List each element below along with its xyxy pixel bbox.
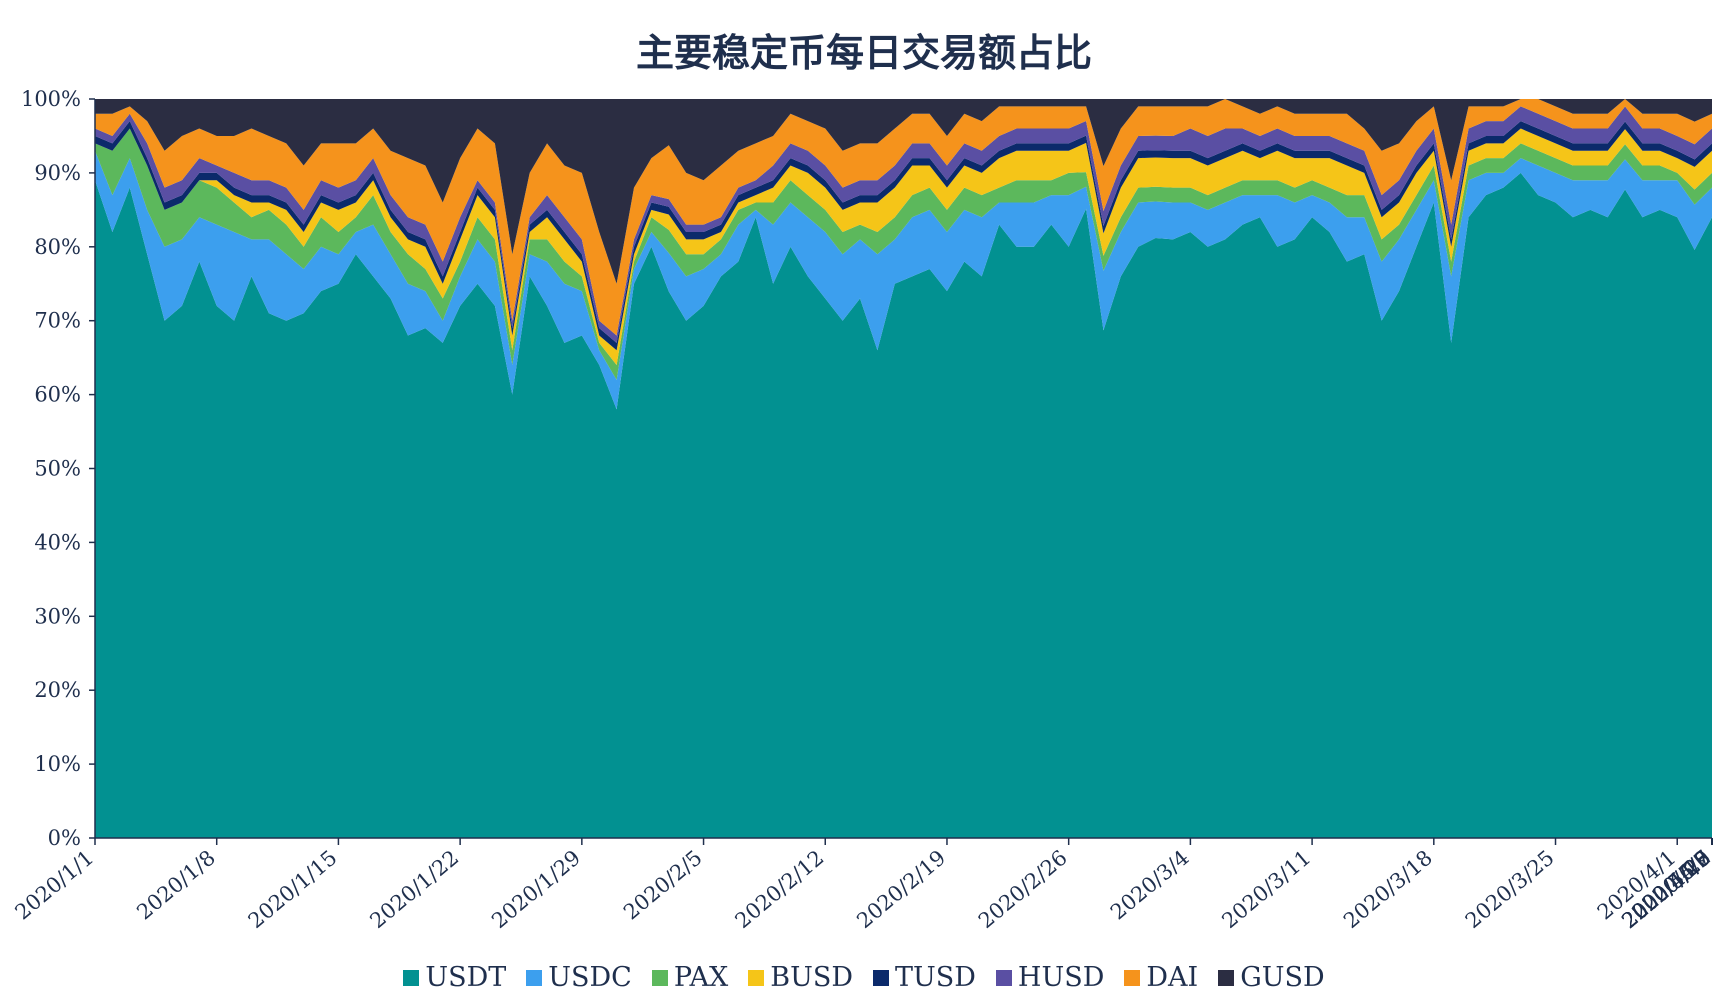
area-layers [95,99,1712,838]
x-tick-label: 2020/1/1 [11,845,99,924]
y-tick-label: 0% [48,826,81,850]
area-series-usdt [95,172,1712,838]
legend-item-pax: PAX [651,962,729,993]
area-series-busd [95,128,1712,366]
legend-swatch [748,969,765,986]
x-tick-label: 2020/1/22 [365,845,463,933]
x-tick-label: 2020/2/19 [852,845,950,933]
y-tick-label: 60% [34,383,81,407]
x-tick-label: 2020/1/29 [487,845,585,933]
x-tick-label: 2020/2/12 [731,845,829,933]
area-series-pax [95,128,1712,380]
legend-swatch [873,969,889,986]
y-tick-label: 30% [34,604,81,628]
legend-swatch [995,969,1012,986]
legend-swatch [403,969,420,986]
area-series-gusd [95,99,1712,284]
y-tick-label: 100% [21,87,81,111]
legend-item-husd: HUSD [995,962,1105,993]
legend: USDT USDC PAX BUSD TUSD HUSD DAI GUSD [0,962,1728,993]
x-tick-label: 2020/3/18 [1339,845,1437,933]
legend-item-busd: BUSD [748,962,853,993]
legend-label: USDT [425,962,507,993]
y-tick-label: 80% [34,235,81,259]
legend-label: GUSD [1240,962,1325,993]
y-tick-label: 70% [34,309,81,333]
legend-label: DAI [1146,962,1199,993]
x-tick-label: 2020/1/8 [132,845,220,924]
x-tick-label: 2020/2/5 [619,845,707,924]
x-axis-tick-labels: 2020/1/1 2020/1/8 2020/1/15 2020/1/22 2020/1… [11,845,1716,933]
x-tick-label: 2020/3/11 [1217,845,1315,933]
legend-item-gusd: GUSD [1218,962,1325,993]
x-tick-label: 2020/2/26 [974,845,1072,933]
area-series-usdc [95,150,1712,410]
x-tick-label: 2020/1/15 [244,845,342,933]
legend-item-usdt: USDT [403,962,506,993]
legend-swatch [1218,969,1235,986]
legend-item-dai: DAI [1124,962,1198,993]
x-tick-label: 2020/3/25 [1461,845,1559,933]
area-series-husd [95,106,1712,343]
legend-item-usdc: USDC [526,962,632,993]
legend-label: PAX [673,962,729,993]
y-tick-label: 20% [34,678,81,702]
y-tick-label: 10% [34,752,81,776]
y-tick-label: 90% [34,161,81,185]
y-tick-label: 40% [34,530,81,554]
y-axis-tick-labels: 0% 10% 20% 30% 40% 50% 60% 70% 80% 90% 100% [21,87,81,850]
legend-label: TUSD [895,962,976,993]
legend-label: HUSD [1017,962,1105,993]
x-tick-label: 2020/3/4 [1106,845,1194,924]
area-series-dai [95,99,1712,336]
legend-swatch [526,969,543,986]
legend-item-tusd: TUSD [873,962,976,993]
chart-title: 主要稳定币每日交易额占比 [635,30,1092,75]
legend-label: USDC [548,962,632,993]
y-tick-label: 50% [34,457,81,481]
axes [89,98,1713,845]
legend-label: BUSD [770,962,853,993]
legend-swatch [1124,969,1141,986]
legend-swatch [651,969,668,986]
